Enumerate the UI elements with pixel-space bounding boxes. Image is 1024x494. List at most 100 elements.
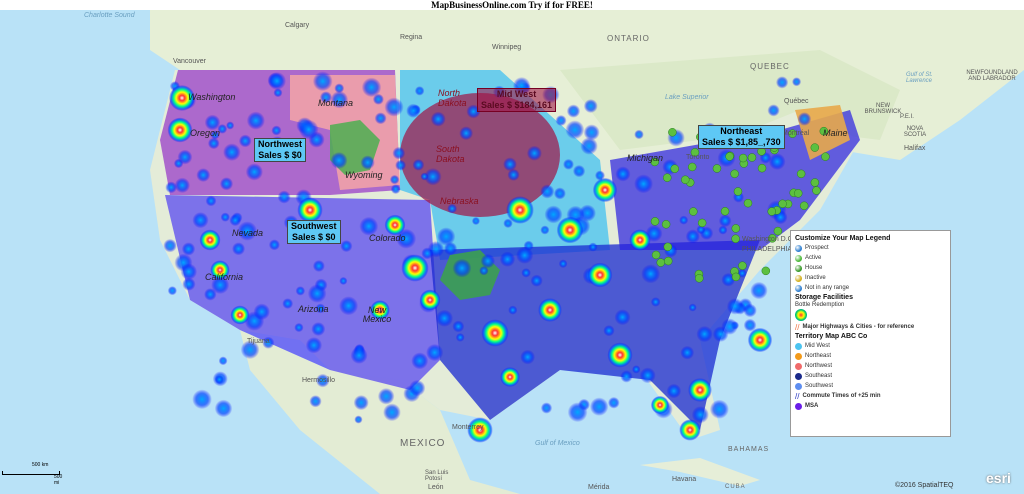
heat-spot [192, 389, 212, 410]
heat-spot [455, 333, 465, 342]
legend-territory-title: Territory Map ABC Co [795, 333, 868, 340]
house-pin-icon [725, 152, 734, 161]
place-label: CUBA [725, 484, 746, 490]
heat-spot-hot [169, 85, 195, 111]
territory-color-icon [795, 342, 802, 350]
place-label: Washington D.C. [742, 236, 795, 243]
house-pin-icon [697, 218, 707, 228]
legend-item: Active [795, 253, 946, 263]
heat-spot-hot [384, 214, 406, 236]
promo-banner[interactable]: MapBusinessOnline.com Try if for FREE! [0, 0, 1024, 10]
heat-spot [374, 112, 387, 125]
marker-dot-icon [795, 274, 802, 282]
heat-spot [583, 99, 598, 114]
state-label-oregon: Oregon [190, 128, 221, 138]
place-label: Winnipeg [492, 44, 522, 51]
house-pin-icon [661, 220, 671, 229]
heat-spot [688, 303, 697, 312]
heat-spot-hot [370, 300, 390, 320]
legend-item-label: Not in any range [805, 285, 850, 291]
heat-spot [743, 318, 757, 332]
heat-spot-hot [592, 177, 618, 203]
heat-spot [614, 309, 631, 326]
map-canvas[interactable]: Charlotte Sound Calgary Regina Winnipeg … [0, 10, 1024, 494]
heat-spot [696, 225, 706, 235]
heat-spot [384, 97, 404, 117]
legend-territory-label: Northeast [805, 353, 832, 359]
heat-spot [214, 399, 233, 418]
legend-territory-label: Northwest [805, 363, 833, 369]
house-pin-icon [690, 148, 700, 157]
territory-label-midwest[interactable]: Mid West Sales $ $184,161 [477, 88, 557, 112]
heat-spot-hot [297, 197, 323, 223]
house-pin-icon [761, 266, 771, 276]
heat-spot [181, 242, 196, 256]
place-label: Havana [672, 476, 697, 483]
heat-spot [377, 387, 395, 405]
heat-spot [650, 297, 661, 307]
heat-spot-hot [556, 216, 584, 244]
state-label-new-mexico: New Mexico [362, 305, 392, 324]
heat-spot [520, 349, 536, 365]
house-pin-icon [731, 272, 741, 282]
marker-dot-icon [795, 284, 802, 292]
heat-spot [268, 239, 280, 251]
heat-spot [238, 134, 252, 148]
heat-spot [396, 228, 417, 249]
heat-spot [311, 322, 326, 336]
house-pin-icon [733, 187, 743, 196]
heat-spot [718, 225, 728, 235]
heat-spot [430, 111, 446, 127]
house-pin-icon [689, 207, 698, 216]
heat-spot [262, 336, 275, 349]
heat-spot [226, 121, 235, 130]
house-pin-icon [788, 129, 797, 138]
place-label: PHILADELPHIA [742, 246, 793, 253]
heat-spot [167, 286, 177, 296]
heat-spot [330, 90, 349, 109]
house-pin-icon [731, 234, 740, 244]
house-pin-icon [738, 261, 747, 270]
heat-spot [499, 251, 516, 267]
territory-label-northeast[interactable]: Northeast Sales $ $1,85_,730 [698, 125, 785, 149]
heat-spot [420, 172, 429, 181]
house-pin-icon [694, 274, 704, 283]
heat-spot [634, 129, 644, 140]
territory-label-southwest[interactable]: Southwest Sales $ $0 [287, 220, 341, 244]
place-label: P.E.I. [900, 114, 914, 120]
house-pin-icon [670, 164, 680, 173]
heat-spot [204, 288, 217, 301]
heat-spot [424, 168, 442, 186]
territory-northeast [610, 110, 860, 250]
heat-spot [540, 402, 553, 414]
scale-mi: 500 mi [54, 474, 63, 486]
heat-spot [632, 365, 641, 374]
legend-item-label: Inactive [805, 275, 826, 281]
state-label-montana: Montana [318, 98, 354, 108]
heat-spot [466, 104, 481, 119]
scale-km: 500 km [32, 462, 49, 468]
heat-spot [685, 229, 700, 244]
heat-spot [641, 264, 661, 284]
territory-label-northwest[interactable]: Northwest Sales $ $0 [254, 138, 307, 162]
house-pin-icon [731, 224, 741, 233]
heat-spot [435, 309, 454, 327]
highway-icon: // [795, 322, 800, 332]
heat-spot [452, 258, 472, 278]
heat-spot [718, 214, 732, 228]
heat-spot [389, 174, 400, 185]
heat-spot [540, 225, 550, 235]
heat-spot [563, 158, 574, 170]
heat-spot-hot [500, 367, 520, 387]
house-pin-icon [793, 189, 803, 198]
heat-spot [298, 119, 319, 140]
heat-spot [211, 275, 230, 295]
heat-spot [204, 114, 221, 131]
place-label: NOVA SCOTIA [903, 126, 927, 138]
scale-bar: 500 km 500 mi [2, 462, 63, 488]
state-label-wyoming: Wyoming [345, 170, 383, 180]
heat-spot [588, 242, 598, 252]
house-pin-icon [821, 152, 830, 161]
state-label-south-dakota: South Dakota [436, 144, 465, 164]
state-label-north-dakota: North Dakota [438, 88, 467, 108]
